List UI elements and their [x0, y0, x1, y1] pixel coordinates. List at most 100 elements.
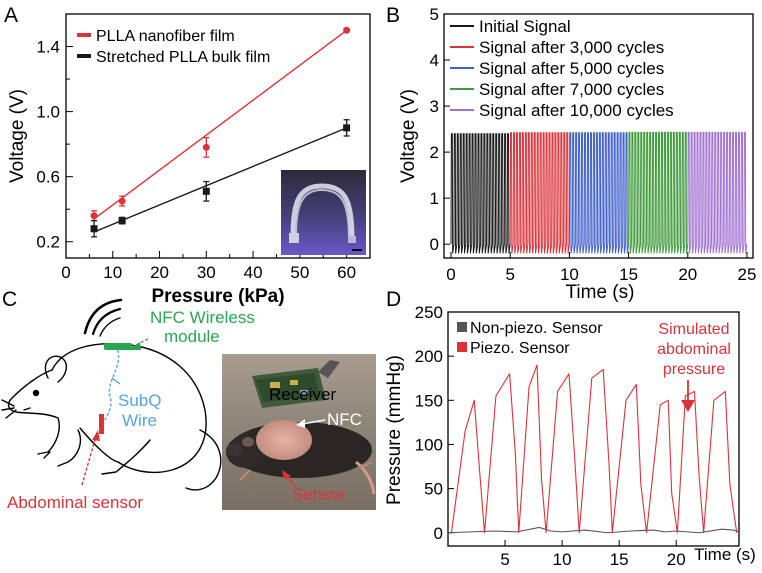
panel-a-y-ticks: 0.2 0.6 1.0 1.4 [36, 38, 73, 252]
panel-a-x-tick-label: 10 [103, 263, 122, 282]
panel-b-x-tick-label: 0 [446, 265, 455, 284]
photo-nfc-arrow [301, 419, 326, 425]
panel-b-y-tick-label: 2 [430, 143, 439, 162]
nfc-arrow-head [128, 342, 141, 350]
panel-d: D 5 10 15 20 0 50 100 150 200 250 Time (s) Press… [384, 288, 756, 569]
panel-letter-b: B [386, 4, 400, 27]
panel-d-x-ticks: 5 10 15 20 [500, 540, 686, 569]
photo-nfc-label: NFC [327, 410, 362, 429]
panel-a-fit-lines [93, 29, 348, 233]
legend-swatch-stretched-plla [77, 54, 91, 58]
panel-d-trace [450, 364, 738, 534]
panel-d-trace [447, 526, 740, 534]
annotation-line1: Simulated [658, 321, 729, 338]
photo-sensor-arrow-head [282, 470, 291, 480]
legend-swatch-plla-nanofiber [77, 33, 91, 37]
mouse-photo: Receiver NFC Sensor [222, 354, 376, 510]
panel-b-x-tick-label: 20 [678, 265, 697, 284]
legend-label-3000: Signal after 3,000 cycles [479, 38, 664, 57]
panel-b-trace [509, 132, 570, 254]
nfc-wireless-label-line1: NFC Wireless [150, 308, 255, 327]
mouse-illustration [1, 298, 222, 491]
panel-a-point [90, 212, 98, 220]
annotation-arrow-head [681, 400, 695, 412]
panel-b-x-tick-label: 10 [560, 265, 579, 284]
panel-a: A 0 10 20 30 40 50 60 0.2 0.6 1.0 1.4 Pressure (k… [4, 4, 371, 307]
panel-b: B 0 5 10 15 20 25 0 1 2 3 4 5 Time (s) Voltage (V)… [386, 4, 756, 303]
annotation-line3: pressure [663, 361, 725, 378]
panel-a-x-tick-label: 50 [290, 263, 309, 282]
panel-letter-c: C [2, 288, 17, 311]
legend-swatch-non-piezo [457, 322, 467, 332]
photo-nfc-arrow-head [296, 419, 305, 428]
panel-d-legend: Non-piezo. Sensor Piezo. Sensor [457, 320, 603, 357]
panel-b-y-tick-label: 5 [430, 5, 439, 24]
panel-b-y-tick-label: 4 [430, 51, 439, 70]
abdominal-arrow [81, 435, 97, 486]
subq-label-line1: SubQ [118, 391, 161, 410]
wireless-wave-outer [83, 298, 123, 335]
panel-b-legend: Initial Signal Signal after 3,000 cycles… [450, 17, 674, 120]
panel-a-legend: PLLA nanofiber film Stretched PLLA bulk … [77, 28, 270, 66]
panel-b-x-ticks: 0 5 10 15 20 25 [446, 252, 756, 284]
wireless-wave-inner [99, 317, 121, 337]
panel-a-y-label: Voltage (V) [7, 89, 28, 183]
panel-b-trace [568, 132, 630, 254]
panel-a-point [118, 217, 126, 225]
panel-a-y-tick-label: 0.2 [36, 233, 60, 252]
panel-d-y-tick-label: 0 [434, 524, 443, 543]
panel-d-y-tick-label: 150 [415, 391, 443, 410]
legend-label-plla-nanofiber: PLLA nanofiber film [96, 28, 235, 45]
photo-sensor-label: Sensor [292, 485, 346, 504]
panel-a-point [90, 225, 98, 233]
panel-d-y-label: Pressure (mmHg) [384, 355, 405, 505]
panel-b-plot-frame [443, 13, 754, 259]
nfc-wireless-label-line2: module [164, 327, 220, 346]
panel-b-trace [628, 131, 689, 254]
panel-b-y-label: Voltage (V) [398, 89, 419, 183]
panel-a-point [343, 26, 351, 34]
panel-d-x-label: Time (s) [694, 545, 756, 564]
panel-a-inset-photo [281, 170, 366, 255]
panel-d-y-tick-label: 200 [415, 347, 443, 366]
panel-d-y-tick-label: 100 [415, 435, 443, 454]
panel-a-point [343, 124, 351, 132]
panel-c: C [1, 288, 376, 512]
panel-a-x-ticks: 0 10 20 30 40 50 60 [61, 251, 356, 282]
legend-label-stretched-plla: Stretched PLLA bulk film [96, 49, 270, 66]
legend-label-piezo: Piezo. Sensor [470, 340, 570, 357]
legend-label-initial: Initial Signal [479, 17, 571, 36]
panel-d-y-ticks: 0 50 100 150 200 250 [415, 303, 454, 543]
legend-swatch-piezo [457, 342, 467, 352]
panel-d-plot-frame [447, 311, 740, 547]
panel-b-y-tick-label: 3 [430, 97, 439, 116]
photo-receiver-label: Receiver [269, 385, 336, 404]
abdominal-sensor-label: Abdominal sensor [7, 493, 143, 512]
panel-a-x-tick-label: 0 [61, 263, 70, 282]
subq-label-line2: Wire [122, 411, 157, 430]
panel-d-traces [447, 364, 740, 534]
simulated-pressure-annotation: Simulated abdominal pressure [657, 321, 731, 412]
panel-d-y-tick-label: 250 [415, 303, 443, 322]
panel-a-x-tick-label: 20 [150, 263, 169, 282]
panel-b-x-tick-label: 5 [505, 265, 514, 284]
subq-arrow [111, 377, 121, 385]
abdominal-sensor-marker [99, 414, 104, 434]
wireless-wave-middle [91, 307, 122, 336]
panel-d-x-tick-label: 10 [553, 550, 572, 569]
panel-b-y-tick-label: 0 [430, 235, 439, 254]
panel-b-x-tick-label: 15 [619, 265, 638, 284]
panel-a-y-tick-label: 1.4 [36, 38, 60, 57]
panel-b-y-ticks: 0 1 2 3 4 5 [430, 5, 450, 254]
abdominal-arrow-head [92, 430, 100, 441]
panel-a-point [202, 187, 210, 195]
annotation-line2: abdominal [657, 341, 731, 358]
panel-b-x-tick-label: 25 [738, 265, 757, 284]
panel-a-x-tick-label: 30 [197, 263, 216, 282]
panel-b-y-tick-label: 1 [430, 189, 439, 208]
subq-wire [101, 349, 120, 429]
panel-a-fit-line [93, 127, 347, 233]
nfc-module-marker [104, 343, 132, 350]
legend-label-7000: Signal after 7,000 cycles [479, 80, 664, 99]
